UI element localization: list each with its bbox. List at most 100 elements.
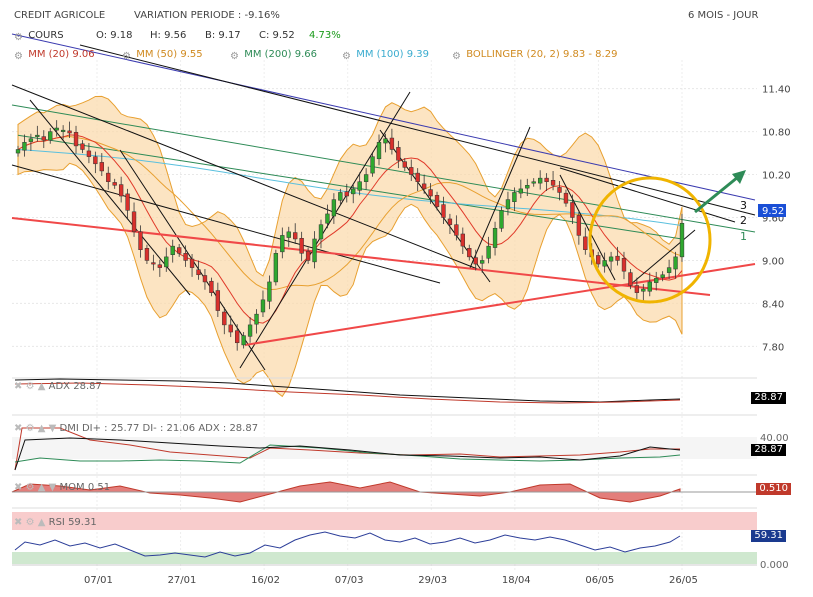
legend-mm100[interactable]: ⚙ MM (100) 9.39 [342,49,429,62]
candle [202,269,208,290]
candle [602,252,607,273]
candle [402,158,407,171]
gear-icon[interactable]: ⚙ [25,381,35,392]
candle-body-up [164,256,169,268]
arrow-up-icon[interactable]: ▲ [37,381,46,392]
candle-body-up [376,142,382,160]
candle [170,239,175,263]
candle [499,206,504,232]
candle-body-down [93,156,98,165]
legend-mm200[interactable]: ⚙ MM (200) 9.66 [230,49,317,62]
candle [305,247,311,265]
mm200-line [17,134,683,240]
candle-body-down [86,150,92,157]
candle-body-down [344,191,349,197]
candle-body-down [460,233,465,247]
candle [125,188,130,220]
candle [118,176,124,203]
candle [383,133,388,153]
candle-body-down [402,161,407,168]
candle [228,315,233,338]
date-tick-label: 18/04 [502,575,531,586]
adx-panel-controls[interactable]: ✖ ⚙ ▲ ADX 28.87 [14,381,102,392]
trendline-number-label: 1 [740,230,747,243]
legend-bollinger[interactable]: ⚙ BOLLINGER (20, 2) 9.83 - 8.29 [452,49,618,62]
candle-body-down [183,253,188,261]
rsi-axis-bottom: 0.000 [760,560,789,571]
candle-body-down [41,136,46,141]
candle [235,324,240,351]
candle-body-down [144,248,150,261]
candle-body-down [421,183,427,190]
candle [415,168,420,192]
candle [447,213,453,234]
gear-icon[interactable]: ⚙ [342,51,351,62]
candle [679,213,685,262]
trendline-black-5 [239,91,411,369]
candle-body-up [15,149,21,154]
candle [247,317,253,343]
arrow-up-icon[interactable]: ▲ [37,517,46,528]
candle-body-down [615,255,620,261]
last-price-badge [758,204,786,217]
candle [99,153,104,176]
candle [660,271,665,282]
arrow-up-icon[interactable]: ▲ [37,482,46,493]
gear-icon[interactable]: ⚙ [25,482,35,493]
gear-icon[interactable]: ⚙ [230,51,239,62]
rsi-overbought-zone [12,512,757,530]
gear-icon[interactable]: ⚙ [452,51,461,62]
price-tick-label: 8.40 [762,299,784,310]
legend-mm50[interactable]: ⚙ MM (50) 9.55 [122,49,203,62]
close-icon[interactable]: ✖ [14,482,23,493]
candle [28,133,34,151]
close-icon[interactable]: ✖ [14,517,23,528]
instrument-name: CREDIT AGRICOLE [14,10,106,21]
price-tick-label: 10.20 [762,171,791,182]
candle-body-down [222,311,227,326]
candle [35,125,40,142]
period-selector[interactable]: 6 MOIS - JOUR [688,10,759,21]
legend-cours[interactable]: ⚙ COURS [14,30,64,43]
gear-icon[interactable]: ⚙ [25,423,35,434]
date-tick-label: 06/05 [585,575,614,586]
rsi-panel-controls[interactable]: ✖ ⚙ ▲ RSI 59.31 [14,517,97,528]
arrow-down-icon[interactable]: ▼ [48,482,57,493]
arrow-down-icon[interactable]: ▼ [48,423,57,434]
rsi-line [14,531,681,558]
mom-panel-controls[interactable]: ✖ ⚙ ▲ ▼ MOM 0.51 [14,482,110,493]
candle-body-down [550,180,556,186]
candle-body-down [576,215,582,236]
gear-icon[interactable]: ⚙ [14,51,23,62]
candle [492,221,498,256]
candle [73,125,79,154]
candle-body-up [22,142,27,151]
trendline-green [11,104,756,233]
candle-body-down [596,255,601,265]
candle-body-up [54,127,59,131]
trendline-black-7 [469,126,531,269]
rsi-oversold-zone [12,552,757,564]
candle [344,183,349,203]
price-tick-label: 10.80 [762,128,791,139]
close-icon[interactable]: ✖ [14,381,23,392]
legend-mm20[interactable]: ⚙ MM (20) 9.06 [14,49,95,62]
candle-body-up [254,313,259,325]
candle [486,236,491,264]
candle [157,259,162,277]
arrow-up-icon[interactable]: ▲ [37,423,46,434]
gear-icon[interactable]: ⚙ [14,32,23,43]
candle-body-up [170,245,175,255]
gear-icon[interactable]: ⚙ [122,51,131,62]
adx-line [14,378,681,403]
dmi-panel-controls[interactable]: ✖ ⚙ ▲ ▼ DMI DI+ : 25.77 DI- : 21.06 ADX … [14,423,258,434]
gear-icon[interactable]: ⚙ [25,517,35,528]
candle [15,145,21,157]
candle [454,215,459,241]
support-red-up [244,263,756,346]
candle [518,179,524,199]
candle [54,120,59,137]
close-icon[interactable]: ✖ [14,423,23,434]
trendline-upper-blue [11,33,756,201]
